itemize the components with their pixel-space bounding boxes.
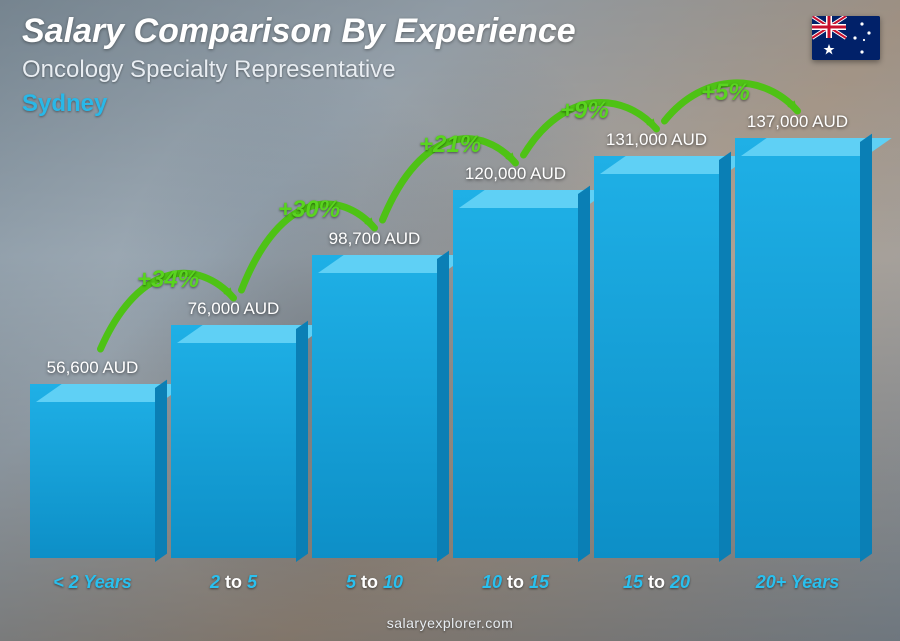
bar-2: 98,700 AUD 5 to 10: [312, 229, 437, 593]
bar-1: 76,000 AUD 2 to 5: [171, 299, 296, 593]
bar-value-label: 76,000 AUD: [188, 299, 280, 319]
pct-increase-label: +9%: [560, 97, 609, 125]
bar-3d: [30, 384, 155, 558]
footer-credit: salaryexplorer.com: [0, 615, 900, 631]
chart-title: Salary Comparison By Experience: [22, 14, 810, 50]
pct-increase-label: +21%: [419, 131, 481, 159]
bar-3: 120,000 AUD 10 to 15: [453, 164, 578, 593]
pct-increase-label: +34%: [137, 266, 199, 294]
bar-x-label: 10 to 15: [482, 572, 549, 593]
bar-0: 56,600 AUD < 2 Years: [30, 358, 155, 593]
bar-x-label: < 2 Years: [53, 572, 132, 593]
bar-3d: [735, 138, 860, 558]
bar-x-label: 15 to 20: [623, 572, 690, 593]
bar-4: 131,000 AUD 15 to 20: [594, 130, 719, 593]
pct-increase-label: +30%: [278, 196, 340, 224]
bar-value-label: 56,600 AUD: [47, 358, 139, 378]
bar-value-label: 98,700 AUD: [329, 229, 421, 249]
bar-x-label: 5 to 10: [346, 572, 403, 593]
bar-chart: 56,600 AUD < 2 Years 76,000 AUD 2 to 5 98,70…: [30, 73, 860, 593]
bar-value-label: 131,000 AUD: [606, 130, 707, 150]
flag-icon: [812, 16, 880, 60]
pct-increase-label: +5%: [701, 79, 750, 107]
bar-value-label: 137,000 AUD: [747, 112, 848, 132]
infographic-stage: Salary Comparison By Experience Oncology…: [0, 0, 900, 641]
bar-5: 137,000 AUD 20+ Years: [735, 112, 860, 593]
bar-3d: [453, 190, 578, 558]
bar-x-label: 20+ Years: [756, 572, 840, 593]
bar-3d: [312, 255, 437, 558]
bar-3d: [171, 325, 296, 558]
bar-x-label: 2 to 5: [210, 572, 257, 593]
bar-3d: [594, 156, 719, 558]
bar-value-label: 120,000 AUD: [465, 164, 566, 184]
